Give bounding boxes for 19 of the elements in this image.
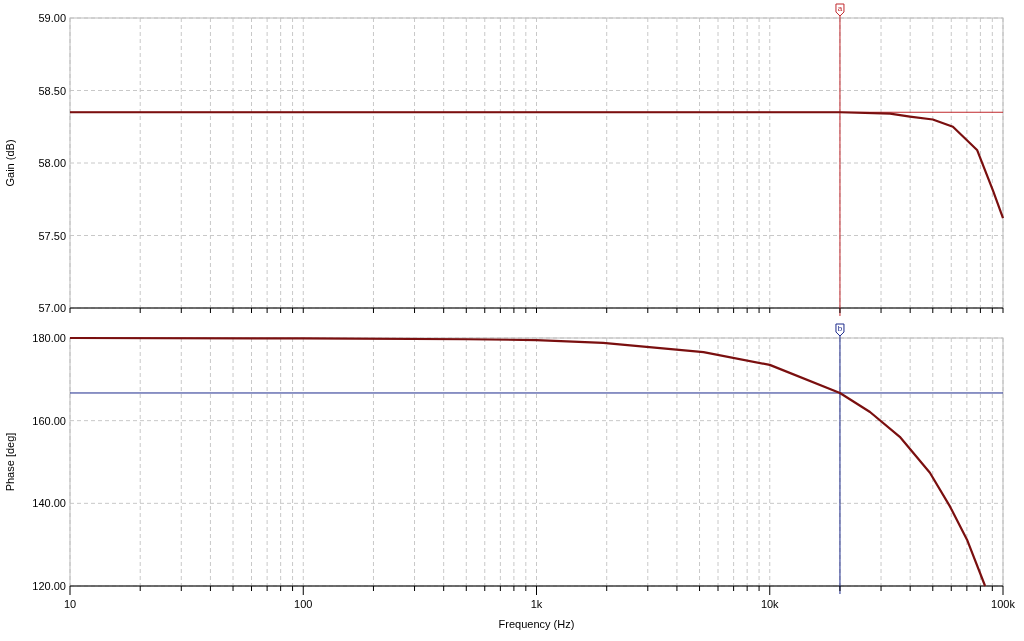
x-tick-label: 100k: [991, 598, 1016, 610]
y-tick-label: 57.50: [38, 229, 66, 242]
y-tick-label: 59.00: [38, 12, 66, 24]
y-tick-label: 160.00: [32, 414, 66, 427]
y-tick-label: 57.00: [38, 302, 66, 314]
y-tick-label: 58.50: [38, 84, 66, 97]
y-tick-label: 120.00: [32, 580, 66, 592]
x-axis-title: Frequency (Hz): [498, 618, 575, 630]
x-tick-label: 10: [63, 598, 77, 610]
y-tick-label: 180.00: [32, 332, 66, 344]
x-tick-label: 10k: [760, 598, 780, 610]
y-axis-title: Phase [deg]: [4, 432, 16, 492]
y-tick-label: 58.00: [38, 157, 66, 169]
ref-line-label: a: [837, 4, 843, 13]
x-tick-label: 100: [294, 598, 313, 610]
y-tick-label: 140.00: [32, 497, 66, 510]
x-tick-label: 1k: [530, 598, 543, 610]
y-axis-title: Gain (dB): [4, 139, 16, 187]
ref-line-label: b: [837, 324, 843, 333]
